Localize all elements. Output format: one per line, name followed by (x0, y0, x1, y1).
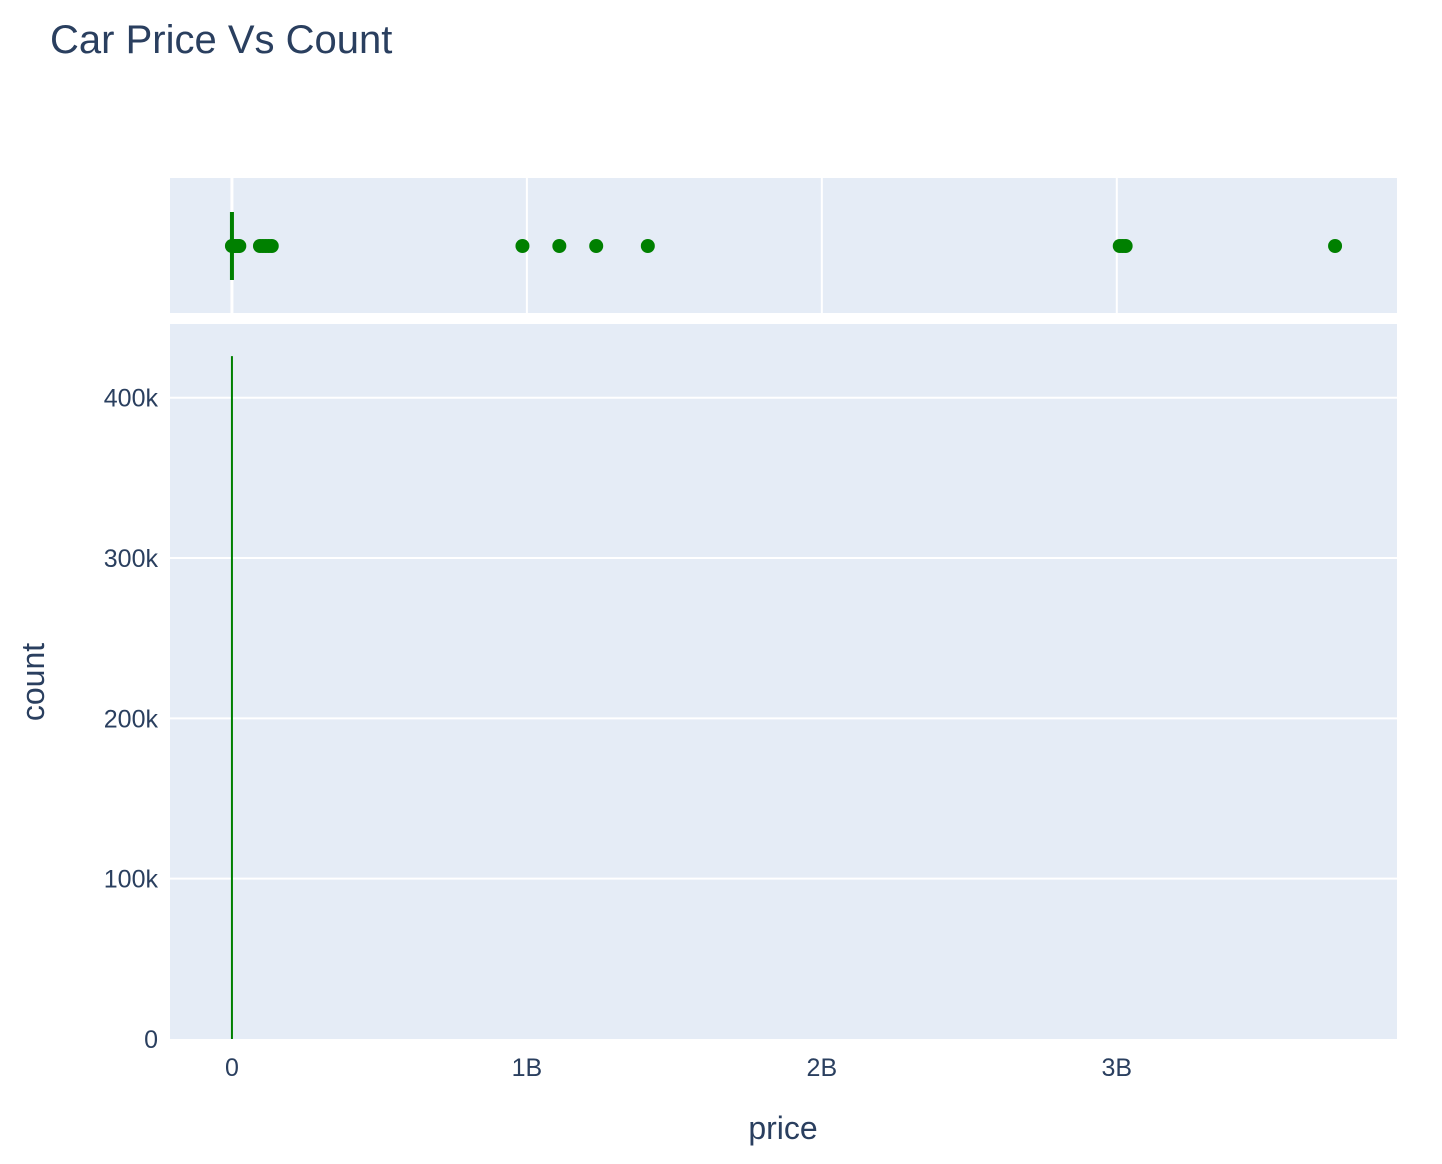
y-tick-label: 0 (144, 1026, 158, 1054)
x-tick-label: 1B (512, 1054, 543, 1082)
outlier-point (232, 239, 247, 253)
y-tick-label: 200k (104, 705, 159, 733)
outlier-point (515, 239, 530, 253)
main-gridlines (170, 396, 1397, 880)
x-tick-label: 2B (807, 1054, 838, 1082)
outlier-point (1118, 239, 1133, 253)
outlier-point (1328, 239, 1343, 253)
y-tick-label: 300k (104, 545, 159, 573)
x-axis-ticks: 0 1B 2B 3B (225, 1054, 1132, 1082)
outlier-point (589, 239, 604, 253)
x-axis-title: price (748, 1110, 817, 1146)
x-tick-label: 0 (225, 1054, 239, 1082)
outlier-point (264, 239, 279, 253)
y-axis-ticks: 0 100k 200k 300k 400k (104, 385, 159, 1054)
y-axis-title: count (15, 643, 51, 721)
chart-title: Car Price Vs Count (50, 18, 392, 62)
y-tick-label: 100k (104, 866, 159, 894)
outlier-point (552, 239, 567, 253)
y-tick-label: 400k (104, 385, 159, 413)
marginal-box-plot (224, 212, 1343, 280)
main-plot-area (170, 324, 1397, 1039)
outlier-point (640, 239, 655, 253)
x-tick-label: 3B (1101, 1054, 1132, 1082)
marginal-plot-area (170, 178, 1397, 313)
